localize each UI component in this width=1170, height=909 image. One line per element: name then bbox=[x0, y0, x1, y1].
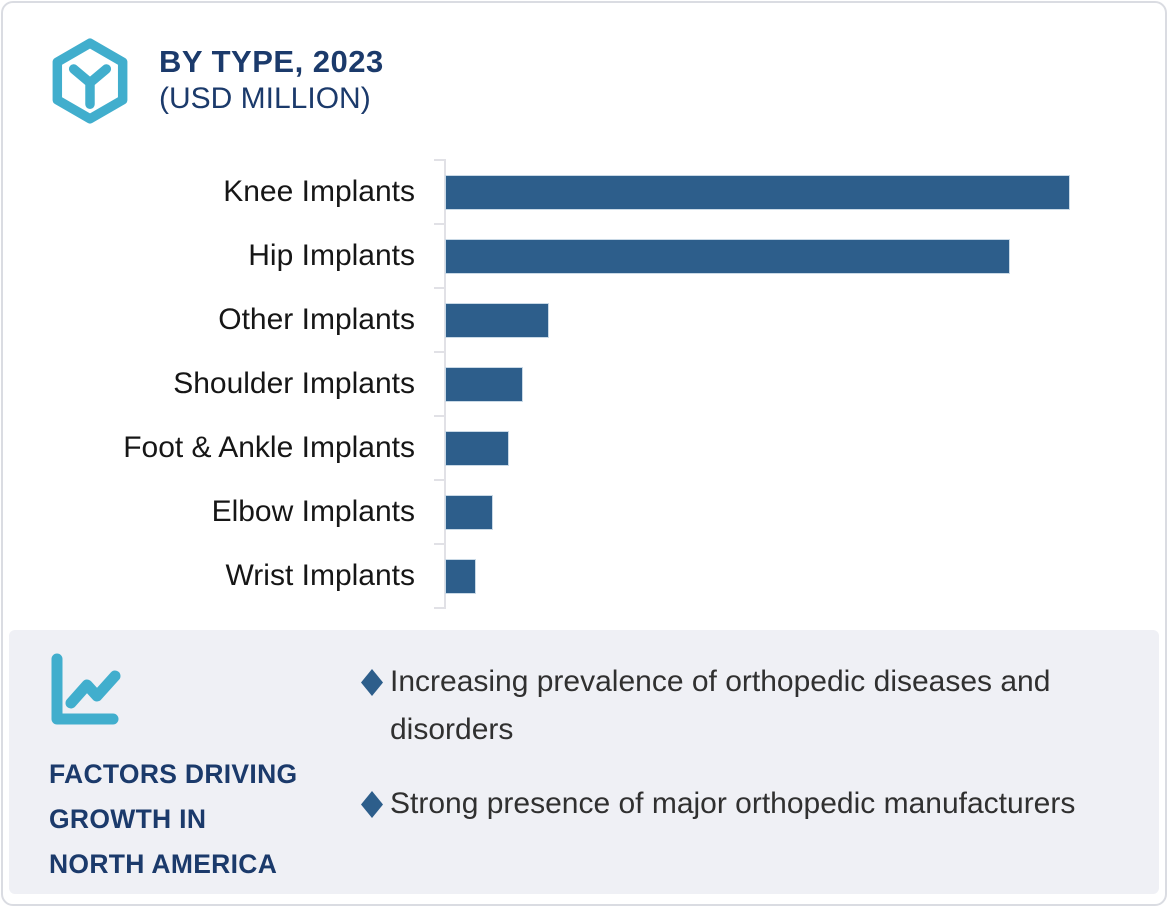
value-axis-line bbox=[444, 159, 446, 609]
axis-tick bbox=[434, 159, 445, 161]
factor-text: Increasing prevalence of orthopedic dise… bbox=[390, 665, 1051, 746]
bar bbox=[446, 239, 1009, 273]
list-item: Strong presence of major orthopedic manu… bbox=[361, 780, 1131, 828]
category-label: Shoulder Implants bbox=[173, 367, 415, 400]
axis-tick bbox=[434, 607, 445, 609]
chart-row: Hip Implants bbox=[3, 224, 1165, 288]
category-label: Foot & Ankle Implants bbox=[123, 431, 415, 464]
axis-tick bbox=[434, 351, 445, 353]
factors-title: FACTORS DRIVING GROWTH IN NORTH AMERICA bbox=[49, 752, 297, 887]
hexagon-cube-icon bbox=[52, 38, 128, 124]
bar bbox=[446, 559, 475, 593]
bar bbox=[446, 367, 522, 401]
list-item: Increasing prevalence of orthopedic dise… bbox=[361, 658, 1131, 754]
axis-tick bbox=[434, 479, 445, 481]
chart-row: Other Implants bbox=[3, 288, 1165, 352]
diamond-bullet-icon bbox=[361, 791, 383, 818]
chart-row: Wrist Implants bbox=[3, 544, 1165, 608]
header: BY TYPE, 2023 (USD MILLION) bbox=[47, 37, 384, 125]
category-label: Other Implants bbox=[218, 303, 415, 336]
factors-panel: FACTORS DRIVING GROWTH IN NORTH AMERICA … bbox=[9, 630, 1159, 894]
category-label: Wrist Implants bbox=[225, 559, 415, 592]
category-label: Hip Implants bbox=[248, 239, 415, 272]
chart-row: Knee Implants bbox=[3, 160, 1165, 224]
bar bbox=[446, 175, 1069, 209]
factors-title-line: GROWTH IN bbox=[49, 804, 207, 834]
axis-tick bbox=[434, 415, 445, 417]
bar bbox=[446, 431, 508, 465]
bar bbox=[446, 303, 548, 337]
chart-row: Foot & Ankle Implants bbox=[3, 416, 1165, 480]
axis-tick bbox=[434, 543, 445, 545]
axis-tick bbox=[434, 223, 445, 225]
category-label: Elbow Implants bbox=[211, 495, 415, 528]
bar bbox=[446, 495, 492, 529]
factors-title-line: NORTH AMERICA bbox=[49, 849, 278, 879]
header-text: BY TYPE, 2023 (USD MILLION) bbox=[159, 37, 384, 117]
factors-title-line: FACTORS DRIVING bbox=[49, 759, 298, 789]
chart-row: Shoulder Implants bbox=[3, 352, 1165, 416]
diamond-bullet-icon bbox=[361, 669, 383, 696]
chart-rows: Knee Implants Hip Implants Other Implants S… bbox=[3, 160, 1165, 608]
axis-tick bbox=[434, 287, 445, 289]
category-label: Knee Implants bbox=[223, 175, 415, 208]
page-title: BY TYPE, 2023 bbox=[159, 44, 384, 79]
factors-list: Increasing prevalence of orthopedic dise… bbox=[361, 658, 1131, 854]
chart-row: Elbow Implants bbox=[3, 480, 1165, 544]
bar-chart: Knee Implants Hip Implants Other Implants S… bbox=[3, 159, 1165, 609]
line-chart-icon bbox=[51, 653, 121, 725]
page-subtitle: (USD MILLION) bbox=[159, 82, 371, 115]
factor-text: Strong presence of major orthopedic manu… bbox=[390, 787, 1076, 820]
